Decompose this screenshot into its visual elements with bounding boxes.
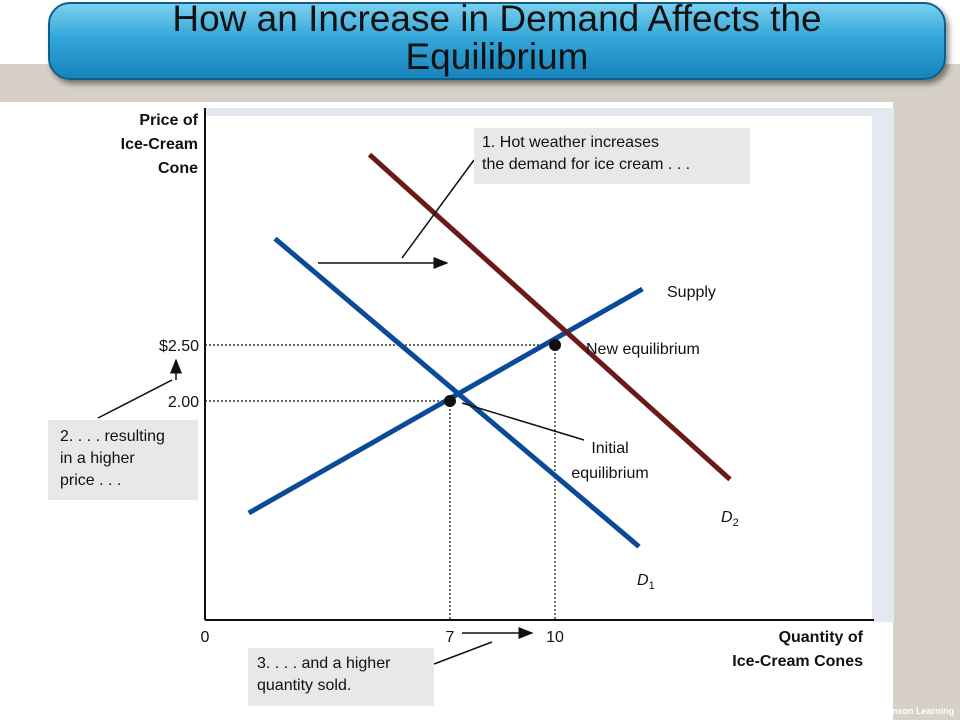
- title-line-2: Equilibrium: [405, 36, 589, 77]
- callout-leader-line: [433, 641, 493, 665]
- series-label: D2: [721, 509, 739, 529]
- y-axis-label-line: Cone: [158, 160, 198, 177]
- equilibrium-point: [444, 395, 456, 407]
- y-axis-label: Price of Ice-Cream Cone: [92, 109, 198, 181]
- callout-text: 2. . . . resulting: [60, 428, 165, 445]
- x-tick-label: 10: [546, 629, 564, 646]
- x-axis-label: Quantity of Ice-Cream Cones: [680, 626, 863, 674]
- equilibrium-label: New equilibrium: [586, 341, 700, 358]
- y-axis-label-line: Price of: [139, 112, 198, 129]
- y-axis-label-line: Ice-Cream: [120, 136, 198, 153]
- x-axis-label-line: Ice-Cream Cones: [732, 653, 863, 670]
- initial-equilibrium-leader: [461, 402, 585, 441]
- plot-shadow-right: [872, 108, 894, 622]
- title-line-1: How an Increase in Demand Affects the: [172, 0, 822, 39]
- callout-higher-price: 2. . . . resulting in a higher price . .…: [48, 420, 198, 500]
- callout-higher-quantity: 3. . . . and a higher quantity sold.: [248, 648, 434, 706]
- series-label: Supply: [667, 284, 716, 301]
- series-label: D1: [637, 572, 655, 592]
- callout-text: quantity sold.: [257, 677, 352, 694]
- plot-shadow-top: [205, 108, 894, 116]
- callout-text: 3. . . . and a higher: [257, 655, 391, 672]
- content-panel: [0, 102, 893, 720]
- equilibrium-point: [549, 339, 561, 351]
- title-banner: [48, 2, 946, 80]
- equilibrium-label: equilibrium: [571, 465, 648, 482]
- y-tick-label: 2.00: [168, 394, 199, 411]
- x-tick-label: 7: [446, 629, 455, 646]
- callout-demand-increase: 1. Hot weather increases the demand for …: [474, 128, 750, 184]
- callout-text: 1. Hot weather increases: [482, 134, 659, 151]
- demand-curve-d2: [367, 152, 732, 482]
- equilibrium-label: Initial: [591, 440, 628, 457]
- callout-text: price . . .: [60, 472, 122, 489]
- copyright-note: Copyright©2003 Southwestern/Thomson Lear…: [739, 706, 954, 716]
- y-tick-label: $2.50: [159, 338, 199, 355]
- demand-curve-d1: [273, 236, 641, 549]
- x-tick-label: 0: [201, 629, 210, 646]
- callout-text: in a higher: [60, 450, 135, 467]
- callout-leader-line: [97, 379, 173, 419]
- callout-text: the demand for ice cream . . .: [482, 156, 691, 173]
- slide-title: How an Increase in Demand Affects the Eq…: [48, 0, 946, 80]
- callout-leader-line: [401, 159, 475, 259]
- x-axis-label-line: Quantity of: [778, 629, 863, 646]
